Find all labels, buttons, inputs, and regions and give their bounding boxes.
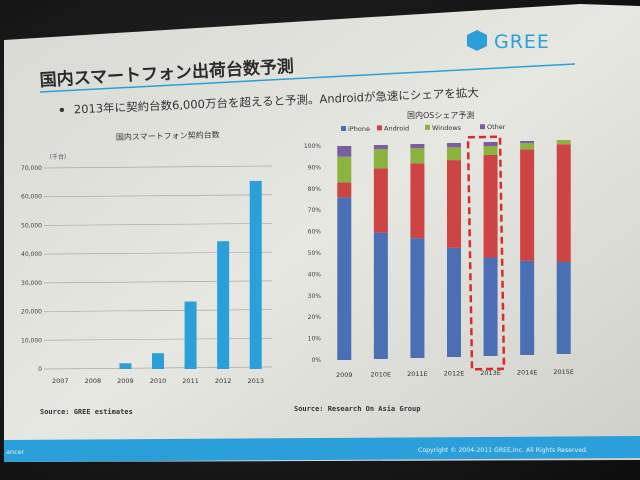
- left-chart-gridline: [43, 194, 273, 198]
- left-chart-ytick-label: 30,000: [21, 280, 42, 287]
- right-chart-segment-iphone-2015E: [556, 261, 571, 354]
- legend-swatch-android: [377, 125, 382, 131]
- legend-label-android: Android: [384, 124, 409, 132]
- left-chart-xtick-label: 2012: [215, 377, 232, 385]
- right-chart-ytick-label: 100%: [304, 143, 321, 150]
- left-chart-ylabel: （千台）: [46, 153, 70, 161]
- left-chart-ytick-label: 40,000: [21, 251, 42, 258]
- left-chart-ytick-label: 50,000: [21, 222, 42, 229]
- right-chart-segment-android-2009: [337, 182, 352, 198]
- right-chart-xtick-label: 2011E: [407, 370, 428, 378]
- left-chart-bar-2010: [152, 353, 164, 369]
- right-chart-segment-other-2010E: [373, 145, 388, 150]
- right-chart-segment-iphone-2011E: [410, 238, 425, 358]
- right-chart-xtick-label: 2013E: [480, 369, 501, 377]
- right-chart-segment-other-2014E: [520, 141, 535, 144]
- right-chart-ytick-label: 20%: [308, 314, 322, 321]
- right-chart-segment-windows-2012E: [447, 147, 461, 161]
- left-chart-ytick-label: 70,000: [21, 165, 42, 172]
- left-chart-ytick-label: 60,000: [21, 194, 42, 201]
- left-chart-gridline: [43, 165, 273, 169]
- right-chart-segment-android-2014E: [520, 149, 535, 261]
- right-chart-source: Source: Research On Asia Group: [294, 405, 420, 413]
- right-chart-segment-windows-2009: [337, 156, 352, 183]
- left-chart-bar-2012: [217, 241, 230, 369]
- right-chart-ytick-label: 70%: [308, 207, 322, 214]
- right-chart-xtick-label: 2009: [336, 371, 353, 379]
- left-chart-ytick-label: 20,000: [21, 309, 42, 316]
- right-chart-segment-windows-2014E: [520, 143, 535, 150]
- right-chart-segment-android-2012E: [447, 160, 461, 248]
- right-chart-segment-other-2013E: [483, 142, 498, 147]
- legend-swatch-windows: [425, 124, 430, 130]
- right-chart-xtick-label: 2014E: [517, 369, 538, 377]
- left-chart-bar-2013: [249, 180, 262, 369]
- legend-label-windows: Windows: [432, 124, 462, 132]
- right-chart-segment-other-2012E: [447, 143, 461, 148]
- right-chart-segment-other-2009: [337, 146, 352, 157]
- left-chart-xtick-label: 2008: [85, 377, 102, 385]
- bullet-dot-icon: [59, 107, 65, 113]
- left-chart-source: Source: GREE estimates: [40, 408, 133, 416]
- right-chart-segment-windows-2010E: [373, 149, 388, 169]
- left-chart-gridline: [43, 337, 273, 341]
- right-chart-ytick-label: 0%: [311, 357, 321, 364]
- left-chart-bar-2009: [119, 363, 132, 369]
- gree-logo-text: GREE: [494, 31, 550, 53]
- right-chart-segment-android-2011E: [410, 163, 425, 239]
- right-chart-ytick-label: 80%: [308, 186, 322, 193]
- right-chart-segment-iphone-2012E: [447, 247, 461, 357]
- right-chart-segment-other-2011E: [410, 144, 425, 149]
- left-chart-xtick-label: 2011: [182, 377, 199, 385]
- gree-logo: GREE: [467, 30, 550, 53]
- right-chart-segment-iphone-2010E: [373, 232, 388, 359]
- right-chart-ytick-label: 30%: [308, 293, 322, 300]
- right-chart-segment-iphone-2014E: [520, 260, 535, 355]
- right-chart-segment-windows-2013E: [483, 146, 498, 155]
- left-chart-gridline: [43, 280, 273, 284]
- highlight-2013e-dashed-box: [466, 135, 506, 371]
- footer-copyright: Copyright © 2004-2011 GREE,Inc. All Righ…: [418, 446, 588, 454]
- left-chart-xtick-label: 2009: [117, 377, 134, 385]
- legend-swatch-other: [480, 124, 485, 130]
- right-chart-ytick-label: 90%: [308, 164, 322, 171]
- right-chart-segment-android-2010E: [373, 168, 388, 233]
- right-chart-ytick-label: 10%: [308, 336, 322, 343]
- left-chart-ytick-label: 10,000: [21, 337, 42, 344]
- right-chart-xtick-label: 2010E: [371, 371, 392, 379]
- left-chart-xtick-label: 2007: [52, 377, 69, 385]
- right-chart-ytick-label: 40%: [308, 271, 322, 278]
- slide-surface: [4, 4, 640, 462]
- footer-bar: [4, 436, 640, 462]
- left-chart-gridline: [43, 223, 273, 226]
- title-underline: [39, 63, 576, 93]
- left-chart-xtick-label: 2010: [150, 377, 167, 385]
- legend-swatch-iphone: [341, 126, 346, 131]
- right-chart-ytick-label: 60%: [308, 229, 322, 236]
- right-chart-xtick-label: 2015E: [553, 368, 574, 376]
- right-chart-title: 国内OSシェア予測: [407, 110, 474, 120]
- right-chart-segment-windows-2015E: [556, 140, 571, 145]
- legend-label-iphone: iPhone: [348, 125, 370, 133]
- right-chart: 国内OSシェア予測 iPhone Android Windows Other 0% 10…: [294, 110, 574, 413]
- right-chart-segment-windows-2011E: [410, 148, 425, 164]
- right-chart-segment-android-2015E: [556, 144, 571, 262]
- left-chart-title: 国内スマートフォン契約台数: [116, 129, 220, 142]
- left-chart-bar-2011: [184, 301, 197, 369]
- right-chart-segment-iphone-2013E: [483, 257, 498, 356]
- right-chart-ytick-label: 50%: [308, 250, 322, 257]
- left-chart-ytick-label: 0: [38, 366, 42, 373]
- legend-label-other: Other: [487, 123, 506, 131]
- gree-logo-hexagon-icon: [467, 30, 487, 51]
- right-chart-segment-android-2013E: [483, 154, 498, 258]
- left-chart-xtick-label: 2013: [247, 377, 264, 385]
- footer-left-text: ancer: [6, 448, 25, 456]
- left-chart-gridline: [43, 309, 273, 312]
- right-chart-segment-iphone-2009: [337, 197, 352, 360]
- right-chart-xtick-label: 2012E: [444, 370, 465, 378]
- left-chart-gridline: [43, 251, 273, 255]
- left-chart: 国内スマートフォン契約台数 （千台） 0 10,000 20,000 30,000 40…: [21, 129, 273, 416]
